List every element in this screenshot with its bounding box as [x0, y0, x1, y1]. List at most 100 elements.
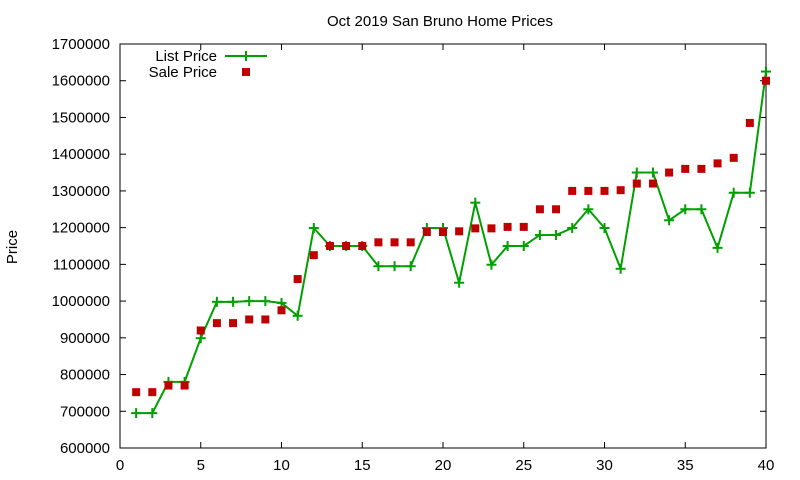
- sale-price-point: [342, 242, 351, 250]
- sale-price-point: [212, 319, 221, 328]
- chart-title: Oct 2019 San Bruno Home Prices: [327, 13, 553, 30]
- sale-price-point: [729, 153, 738, 162]
- y-tick-label: 1100000: [53, 256, 110, 273]
- sale-price-point: [196, 326, 205, 335]
- legend-label-list-price: List Price: [155, 48, 217, 65]
- sale-price-point: [164, 381, 173, 390]
- list-price-point: [292, 310, 303, 321]
- list-price-point: [761, 66, 771, 77]
- list-price-point: [712, 242, 723, 253]
- plot-border: [119, 43, 767, 449]
- sale-price-point: [309, 251, 318, 260]
- y-tick-label: 800000: [60, 367, 110, 384]
- list-price-point: [583, 204, 594, 215]
- sale-price-point: [632, 179, 641, 188]
- list-price-point: [308, 223, 319, 234]
- list-price-point: [518, 241, 529, 251]
- list-price-line: [136, 71, 767, 415]
- list-price-point: [728, 187, 739, 198]
- plot-area: [131, 66, 771, 419]
- x-tick-label: 20: [435, 457, 452, 474]
- sale-price-point: [487, 224, 496, 233]
- x-tick-label: 0: [116, 457, 124, 474]
- sale-price-point: [261, 315, 270, 324]
- x-tick-label: 35: [677, 457, 694, 474]
- y-tick-label: 900000: [60, 330, 110, 347]
- sale-price-point: [245, 315, 254, 324]
- list-price-point: [454, 277, 465, 288]
- y-tick-label: 1500000: [52, 109, 110, 126]
- list-price-point: [631, 167, 642, 178]
- sale-price-point: [277, 306, 286, 315]
- sale-price-point: [552, 205, 561, 214]
- list-price-point: [615, 263, 626, 274]
- sale-price-point: [422, 228, 431, 237]
- sale-price-point: [584, 186, 593, 195]
- list-price-point: [599, 223, 610, 234]
- list-price-point: [405, 261, 416, 272]
- y-axis-label: Price: [4, 230, 21, 264]
- list-price-point: [551, 229, 562, 240]
- x-tick-label: 10: [273, 457, 290, 474]
- sale-price-point: [471, 224, 480, 233]
- list-price-point: [276, 297, 287, 308]
- x-tick-label: 5: [197, 457, 205, 474]
- sale-price-point: [358, 242, 367, 250]
- sale-price-point: [455, 227, 464, 236]
- sale-price-point: [616, 186, 625, 195]
- sale-price-point: [648, 179, 657, 188]
- sale-price-point: [568, 186, 577, 195]
- sale-price-point: [148, 388, 157, 397]
- sale-price-point: [180, 381, 189, 390]
- list-price-point: [389, 261, 400, 272]
- list-price-point: [211, 296, 222, 307]
- list-price-point: [567, 223, 578, 234]
- list-price-point: [534, 229, 545, 240]
- list-price-point: [373, 261, 384, 272]
- list-price-point: [244, 296, 255, 307]
- sale-price-point: [600, 186, 609, 195]
- list-price-point: [680, 204, 691, 215]
- list-price-point: [147, 408, 158, 419]
- list-price-point: [470, 197, 481, 208]
- list-price-point: [664, 215, 675, 226]
- list-price-point: [647, 167, 658, 178]
- sale-price-point: [665, 168, 674, 177]
- sale-price-point: [762, 76, 770, 85]
- sale-price-point: [713, 159, 722, 168]
- sale-price-point: [681, 164, 690, 173]
- list-price-point: [131, 408, 142, 419]
- axes: 0 5 10 15 20 25 30 35 40 600000 700000 800000 900000…: [52, 36, 775, 474]
- sale-price-point: [325, 242, 334, 250]
- list-price-point: [486, 259, 497, 270]
- sale-price-point: [390, 238, 399, 247]
- list-price-point: [228, 296, 239, 307]
- y-tick-label: 600000: [60, 440, 110, 457]
- y-tick-label: 1000000: [52, 293, 110, 310]
- list-price-point: [744, 187, 755, 198]
- x-tick-label: 25: [515, 457, 532, 474]
- list-price-point: [260, 296, 271, 307]
- list-price-point: [195, 333, 206, 344]
- sale-price-point: [439, 228, 447, 237]
- y-tick-label: 1200000: [52, 220, 110, 237]
- x-tick-label: 15: [354, 457, 371, 474]
- y-tick-label: 1400000: [52, 146, 110, 163]
- y-tick-label: 700000: [60, 403, 110, 420]
- x-tick-label: 40: [758, 457, 775, 474]
- sale-price-point: [697, 164, 706, 173]
- y-tick-label: 1300000: [52, 183, 110, 200]
- sale-price-point: [293, 275, 302, 284]
- sale-price-point: [503, 222, 512, 231]
- sale-price-point: [229, 319, 238, 328]
- legend: List Price Sale Price: [149, 48, 267, 81]
- sale-price-point: [132, 388, 141, 397]
- y-tick-label: 1700000: [52, 36, 110, 53]
- sale-price-point: [406, 238, 415, 247]
- y-tick-label: 1600000: [52, 73, 110, 90]
- sale-price-point: [519, 222, 528, 231]
- legend-marker-list-price: [241, 51, 251, 61]
- legend-marker-sale-price: [242, 68, 250, 76]
- list-price-point: [502, 241, 513, 251]
